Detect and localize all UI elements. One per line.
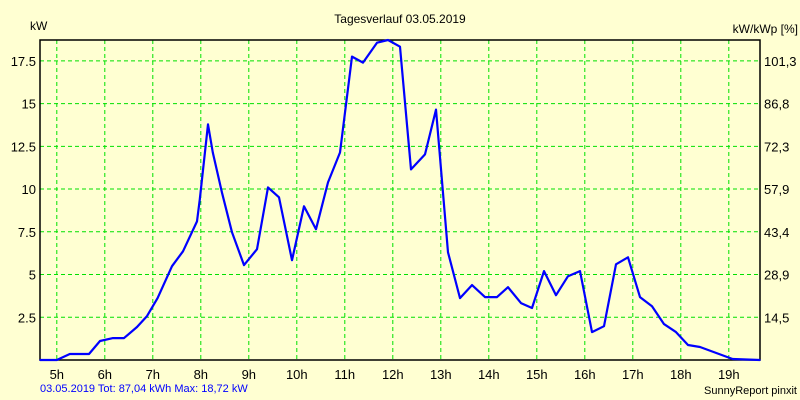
x-tick-label: 7h: [146, 367, 160, 382]
data-point: [567, 275, 569, 278]
data-point: [731, 358, 734, 360]
data-point: [327, 181, 329, 184]
y2-tick-label: 101,3: [764, 54, 797, 69]
x-tick-label: 17h: [622, 367, 644, 382]
data-point: [543, 270, 545, 272]
y-tick-label: 2.5: [18, 310, 36, 325]
data-point: [362, 61, 364, 64]
data-point: [759, 359, 761, 361]
data-point: [231, 231, 233, 234]
series-line-kW: [40, 38, 761, 362]
data-point: [687, 344, 689, 346]
data-point: [339, 151, 341, 154]
data-point: [291, 259, 293, 261]
x-tick-label: 16h: [574, 367, 596, 382]
y2-tick-label: 86,8: [764, 97, 789, 112]
x-tick-label: 5h: [50, 367, 64, 382]
data-point: [146, 315, 148, 317]
y-tick-label: 10: [22, 182, 36, 197]
x-tick-label: 14h: [478, 367, 500, 382]
data-point: [278, 196, 280, 199]
y-tick-label: 5: [29, 268, 36, 283]
data-point: [484, 296, 486, 298]
y2-tick-label: 28,9: [764, 268, 789, 283]
x-tick-label: 6h: [98, 367, 112, 382]
y-tick-label: 12.5: [11, 139, 36, 154]
data-point: [171, 265, 173, 267]
x-tick-label: 15h: [526, 367, 548, 382]
y2-tick-label: 43,4: [764, 225, 789, 240]
x-tick-label: 10h: [286, 367, 308, 382]
data-point: [123, 337, 125, 339]
data-point: [39, 359, 41, 361]
data-point: [196, 220, 198, 223]
data-point: [579, 270, 581, 272]
data-point: [471, 284, 473, 286]
data-point: [256, 248, 258, 251]
data-point: [351, 55, 353, 58]
data-point: [520, 302, 522, 304]
data-point: [315, 228, 317, 231]
y-tick-label: 15: [22, 97, 36, 112]
x-tick-label: 19h: [718, 367, 740, 382]
data-point: [603, 325, 605, 327]
data-point: [182, 250, 184, 253]
data-point: [387, 39, 389, 41]
data-point: [212, 151, 214, 154]
y2-tick-label: 14,5: [764, 310, 789, 325]
y-tick-label: 17.5: [11, 54, 36, 69]
y2-tick-label: 57,9: [764, 182, 789, 197]
data-point: [615, 263, 617, 266]
y-axis-label: kW: [30, 19, 48, 33]
x-tick-label: 9h: [242, 367, 256, 382]
data-point: [112, 337, 114, 339]
x-tick-label: 18h: [670, 367, 692, 382]
footer-summary: 03.05.2019 Tot: 87,04 kWh Max: 18,72 kW: [40, 383, 248, 395]
x-tick-label: 11h: [334, 367, 355, 382]
plot-frame: [39, 39, 761, 361]
data-point: [424, 153, 426, 156]
data-point: [136, 326, 138, 328]
data-point: [496, 296, 498, 298]
data-point: [56, 359, 58, 361]
data-point: [639, 296, 641, 298]
x-tick-label: 12h: [382, 367, 404, 382]
data-point: [699, 346, 701, 348]
chart-title: Tagesverlauf 03.05.2019: [334, 12, 466, 26]
x-tick-label: 8h: [194, 367, 208, 382]
x-tick-label: 13h: [430, 367, 452, 382]
data-point: [435, 108, 437, 111]
data-point: [531, 307, 533, 309]
data-point: [303, 205, 305, 208]
data-point: [156, 297, 159, 299]
data-point: [651, 305, 653, 307]
data-point: [399, 45, 401, 48]
data-point: [507, 286, 509, 288]
data-point: [447, 251, 449, 254]
data-point: [663, 323, 665, 325]
data-point: [591, 331, 593, 333]
data-point: [243, 264, 245, 266]
data-point: [68, 353, 71, 355]
data-point: [99, 340, 101, 342]
data-point: [199, 198, 201, 201]
data-point: [410, 168, 412, 171]
data-point: [459, 297, 461, 299]
data-point: [267, 186, 269, 189]
data-point: [627, 256, 629, 259]
data-point: [376, 41, 378, 44]
y2-tick-label: 72,3: [764, 139, 789, 154]
data-point: [221, 191, 223, 194]
footer-credit: SunnyReport pinxit: [704, 385, 797, 397]
data-point: [675, 331, 677, 333]
data-point: [88, 353, 90, 355]
y-tick-label: 7.5: [18, 225, 36, 240]
data-point: [555, 294, 557, 297]
y2-axis-label: kW/kWp [%]: [732, 22, 798, 36]
data-point: [207, 123, 209, 126]
